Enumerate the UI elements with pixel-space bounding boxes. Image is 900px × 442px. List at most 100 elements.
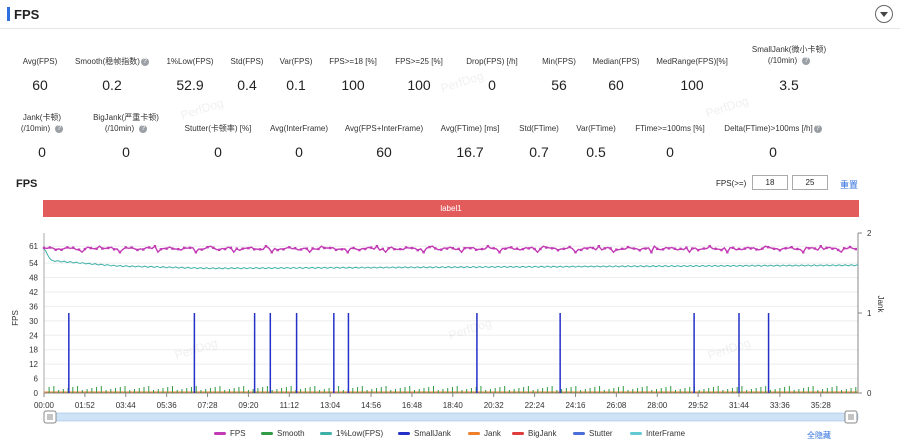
series-fps-point <box>253 248 256 251</box>
series-fps-point <box>807 247 811 250</box>
series-fps-point <box>702 247 706 250</box>
series-fps-point <box>486 245 490 248</box>
series-fps-point <box>399 247 402 251</box>
metric-r2-1: BigJank(严重卡顿) (/10min)? 0 <box>66 112 186 164</box>
legend-label: SmallJank <box>414 429 451 438</box>
series-fps-point <box>720 248 723 252</box>
series-fps-point <box>346 251 349 254</box>
y-tick-label: 48 <box>29 274 38 283</box>
legend-swatch-icon <box>261 432 273 436</box>
help-icon[interactable]: ? <box>802 56 811 65</box>
metric-value: 3.5 <box>779 77 799 93</box>
metric-label: Jank(卡顿) <box>22 113 62 122</box>
series-fps-point <box>200 248 203 251</box>
series-fps-point <box>364 247 367 251</box>
help-icon[interactable]: ? <box>55 124 64 133</box>
series-fps-point <box>650 251 653 254</box>
series-fps-point <box>381 247 384 251</box>
y-tick-label: 42 <box>29 288 38 297</box>
series-fps-point <box>515 247 519 250</box>
help-icon[interactable]: ? <box>139 124 148 133</box>
label-band[interactable]: label1 <box>43 200 859 217</box>
help-icon[interactable]: ? <box>140 57 149 66</box>
hide-all-button[interactable]: 全隐藏 <box>807 431 831 440</box>
legend-item-1-low-fps-[interactable]: 1%Low(FPS) <box>320 429 383 438</box>
series-fps-point <box>387 247 390 250</box>
series-fps-point <box>568 245 571 249</box>
metric-value: 60 <box>32 77 48 93</box>
series-fps-point <box>457 247 460 251</box>
series-fps-point <box>235 247 238 250</box>
series-fps-point <box>229 246 233 250</box>
metric-label: 1%Low(FPS) <box>166 57 214 66</box>
legend-item-smalljank[interactable]: SmallJank <box>398 429 451 438</box>
series-fps-point <box>784 247 787 250</box>
reset-button[interactable]: 重置 <box>840 180 859 190</box>
series-fps-point <box>632 247 636 250</box>
section-title: FPS <box>14 7 40 22</box>
series-fps-point <box>831 247 834 250</box>
metric-value: 60 <box>376 144 392 160</box>
series-fps-point <box>492 247 495 250</box>
metric-r2-6: Std(FTime) 0.7 <box>479 123 599 164</box>
series-fps-point <box>772 247 776 251</box>
y2-tick-label: 2 <box>867 229 872 238</box>
series-fps-point <box>638 249 641 252</box>
threshold-input-2[interactable]: 25 <box>792 175 828 190</box>
collapse-chevron-icon[interactable] <box>875 5 893 23</box>
metric-label: Min(FPS) <box>542 57 576 66</box>
legend-swatch-icon <box>512 432 524 436</box>
y-tick-label: 54 <box>29 259 38 268</box>
metric-r1-0: Avg(FPS) 60 <box>0 56 100 97</box>
series-fps-point <box>410 246 414 250</box>
series-fps-point <box>42 246 46 250</box>
series-fps-point <box>95 247 98 250</box>
legend-item-bigjank[interactable]: BigJank <box>512 429 556 438</box>
series-fps-point <box>813 247 817 250</box>
time-range-slider <box>43 412 859 422</box>
series-fps-point <box>352 246 355 250</box>
series-fps-point <box>434 247 437 250</box>
metric-label: BigJank(严重卡顿) <box>93 113 159 122</box>
series-fps-point <box>194 251 198 254</box>
legend-item-stutter[interactable]: Stutter <box>573 429 613 438</box>
metric-value: 0 <box>214 144 222 160</box>
metric-label: Std(FPS) <box>230 57 264 66</box>
metric-r2-4: Avg(FPS+InterFrame) 60 <box>324 123 444 164</box>
metric-r2-0: Jank(卡顿) (/10min)? 0 <box>0 112 102 164</box>
threshold-input-1[interactable]: 18 <box>752 175 788 190</box>
x-tick-label: 11:12 <box>280 401 300 410</box>
series-fps-point <box>656 247 659 251</box>
series-fps-point <box>334 248 338 252</box>
metric-label-unit: (/10min)? <box>0 123 102 134</box>
series-fps-point <box>311 247 314 250</box>
series-fps-point <box>603 247 606 250</box>
series-fps-point <box>369 246 373 249</box>
legend-item-fps[interactable]: FPS <box>214 429 246 438</box>
y2-tick-label: 0 <box>867 389 872 398</box>
help-icon[interactable]: ? <box>813 124 822 133</box>
metric-value: 60 <box>608 77 624 93</box>
legend-item-interframe[interactable]: InterFrame <box>630 429 685 438</box>
series-fps-point <box>626 245 630 249</box>
x-tick-label: 24:16 <box>565 401 586 410</box>
legend-item-jank[interactable]: Jank <box>468 429 501 438</box>
series-fps-point <box>358 248 361 252</box>
series-fps-point <box>276 248 279 252</box>
legend-item-smooth[interactable]: Smooth <box>261 429 305 438</box>
series-fps-point <box>218 248 221 252</box>
x-tick-label: 05:36 <box>157 401 178 410</box>
legend-label: Jank <box>484 429 501 438</box>
series-fps-point <box>77 248 81 251</box>
series-fps-point <box>416 249 419 252</box>
series-fps-point <box>288 246 291 249</box>
series-fps-point <box>159 248 163 251</box>
series-fps-point <box>323 246 326 250</box>
x-tick-label: 16:48 <box>402 401 423 410</box>
series-fps-point <box>504 247 507 250</box>
series-fps-point <box>171 247 174 250</box>
x-tick-label: 09:20 <box>238 401 259 410</box>
metric-label: Delta(FTime)>100ms [/h]? <box>713 123 833 134</box>
series-fps-point <box>749 247 752 250</box>
